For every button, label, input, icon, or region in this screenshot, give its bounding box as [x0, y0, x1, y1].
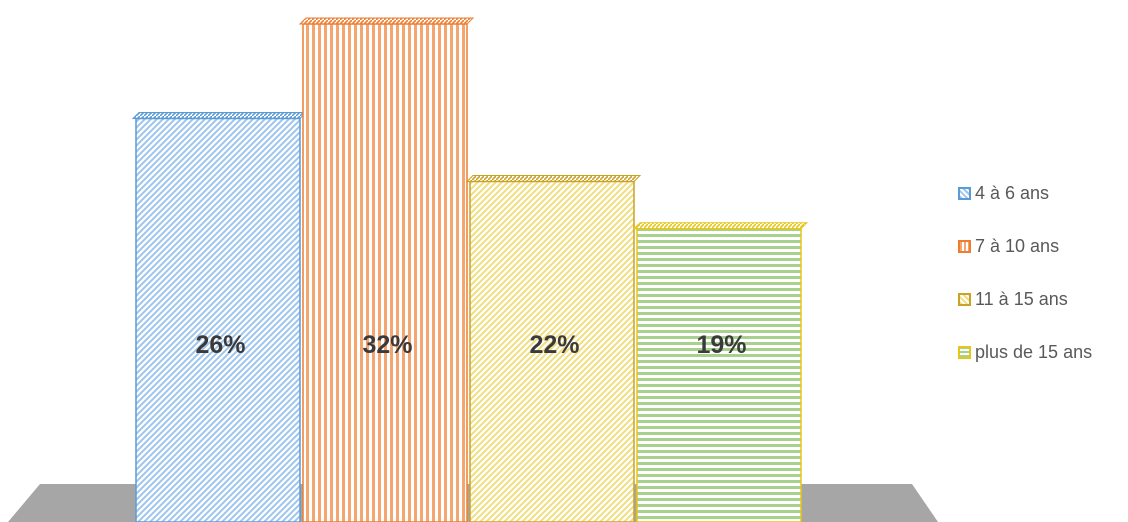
legend-swatch-4-6 [958, 186, 971, 200]
legend-item-4-6: 4 à 6 ans [958, 180, 1128, 206]
bar-top-2 [465, 175, 642, 182]
data-label-3: 19% [696, 331, 746, 359]
bar-3 [636, 228, 802, 522]
bar-top-3 [632, 222, 809, 230]
bar-1 [302, 23, 468, 522]
legend-swatch-11-15 [958, 292, 971, 306]
legend: 4 à 6 ans 7 à 10 ans 11 à 15 ans plus de… [958, 180, 1128, 392]
legend-swatch-7-10 [958, 239, 971, 253]
bar-top-1 [298, 17, 475, 25]
legend-label-7-10: 7 à 10 ans [975, 235, 1060, 256]
legend-label-plus-15: plus de 15 ans [975, 341, 1093, 362]
legend-item-plus-15: plus de 15 ans [958, 339, 1128, 365]
legend-label-4-6: 4 à 6 ans [975, 182, 1050, 203]
legend-item-11-15: 11 à 15 ans [958, 286, 1128, 312]
data-label-1: 32% [362, 331, 412, 359]
bar-2 [469, 180, 635, 522]
bar-0 [135, 117, 301, 522]
bar-top-0 [131, 112, 308, 119]
legend-swatch-plus-15 [958, 345, 971, 359]
data-label-0: 26% [195, 331, 245, 359]
data-label-2: 22% [529, 331, 579, 359]
legend-item-7-10: 7 à 10 ans [958, 233, 1128, 259]
legend-label-11-15: 11 à 15 ans [975, 288, 1068, 309]
